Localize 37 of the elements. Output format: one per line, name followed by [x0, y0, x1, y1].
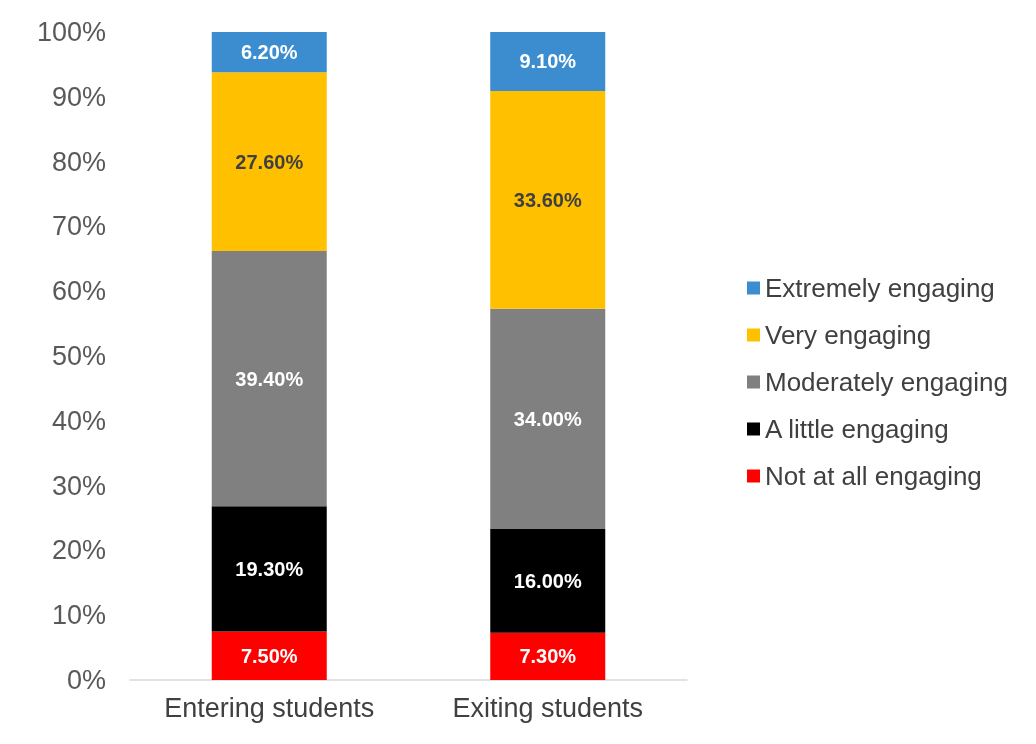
legend-label: Not at all engaging: [765, 461, 982, 491]
data-label: 39.40%: [235, 367, 304, 390]
data-label: 6.20%: [240, 41, 298, 64]
legend-label: Moderately engaging: [765, 367, 1008, 397]
bar: [490, 632, 606, 680]
y-tick-label: 80%: [51, 146, 106, 177]
bar: [211, 72, 327, 252]
data-label: 19.30%: [235, 557, 304, 580]
legend-label: Extremely engaging: [765, 273, 995, 303]
legend-label: Very engaging: [765, 320, 932, 350]
bar: [211, 251, 327, 507]
bar: [490, 90, 606, 309]
data-label: 9.10%: [519, 50, 577, 73]
bar: [490, 529, 606, 633]
data-label: 7.50%: [240, 644, 298, 667]
y-tick-label: 60%: [51, 276, 106, 307]
y-tick-label: 90%: [51, 81, 106, 112]
bar: [490, 32, 606, 91]
data-label: 34.00%: [513, 407, 582, 430]
y-tick-label: 0%: [66, 665, 106, 695]
legend-label: A little engaging: [765, 414, 949, 444]
data-label: 16.00%: [513, 569, 582, 592]
bar: [490, 308, 606, 530]
data-label: 33.60%: [513, 188, 582, 211]
y-tick-label: 100%: [36, 17, 106, 47]
data-label: 27.60%: [235, 150, 304, 173]
y-tick-label: 70%: [51, 211, 106, 242]
bar: [211, 631, 327, 680]
bar: [211, 506, 327, 632]
y-tick-label: 40%: [51, 405, 106, 436]
data-label: 7.30%: [519, 645, 577, 668]
x-tick-label: Exiting students: [452, 692, 644, 723]
y-tick-label: 20%: [51, 535, 106, 566]
y-tick-label: 50%: [51, 341, 106, 371]
x-tick-label: Entering students: [164, 692, 375, 723]
y-tick-label: 10%: [51, 600, 106, 631]
y-tick-label: 30%: [51, 470, 106, 501]
